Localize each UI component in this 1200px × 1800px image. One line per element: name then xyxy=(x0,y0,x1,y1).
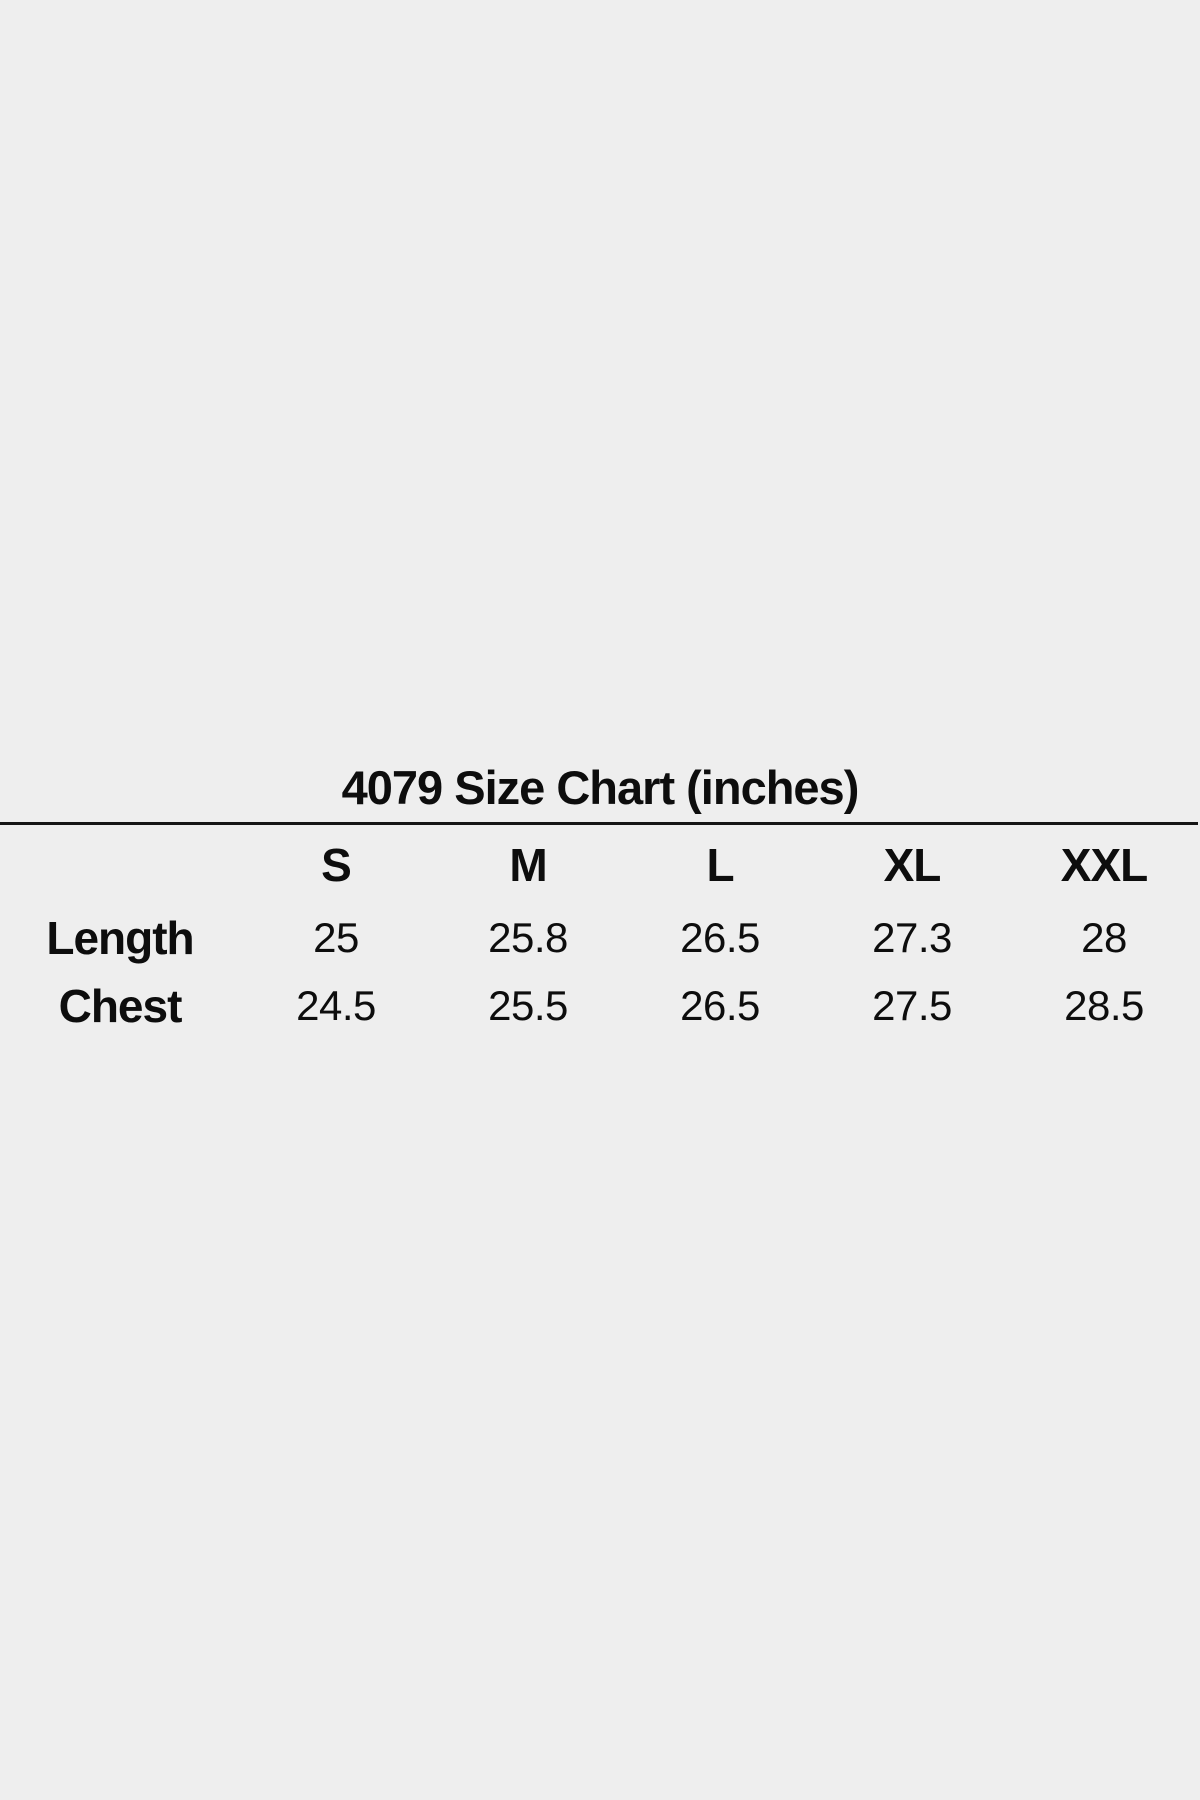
length-value-s: 25 xyxy=(313,914,359,961)
chest-value-s: 24.5 xyxy=(296,982,376,1029)
row-label-length: Length xyxy=(46,912,194,964)
row-label-chest: Chest xyxy=(58,980,183,1032)
chest-value-l: 26.5 xyxy=(680,982,760,1029)
length-value-xl: 27.3 xyxy=(872,914,952,961)
title-divider-line xyxy=(0,822,1198,825)
table-row-length: Length 25 25.8 26.5 27.3 28 xyxy=(0,904,1200,972)
chest-value-m: 25.5 xyxy=(488,982,568,1029)
size-chart-title: 4079 Size Chart (inches) xyxy=(341,761,860,814)
column-header-l: L xyxy=(706,839,734,891)
length-value-m: 25.8 xyxy=(488,914,568,961)
table-header-row: S M L XL XXL xyxy=(0,826,1200,904)
column-header-m: M xyxy=(509,839,547,891)
column-header-xl: XL xyxy=(883,839,942,891)
chest-value-xl: 27.5 xyxy=(872,982,952,1029)
column-header-xxl: XXL xyxy=(1060,839,1148,891)
column-header-s: S xyxy=(321,839,352,891)
chest-value-xxl: 28.5 xyxy=(1064,982,1144,1029)
table-row-chest: Chest 24.5 25.5 26.5 27.5 28.5 xyxy=(0,972,1200,1040)
length-value-xxl: 28 xyxy=(1081,914,1127,961)
size-chart-table: S M L XL XXL Length 25 25.8 26.5 27.3 28… xyxy=(0,826,1200,1040)
length-value-l: 26.5 xyxy=(680,914,760,961)
